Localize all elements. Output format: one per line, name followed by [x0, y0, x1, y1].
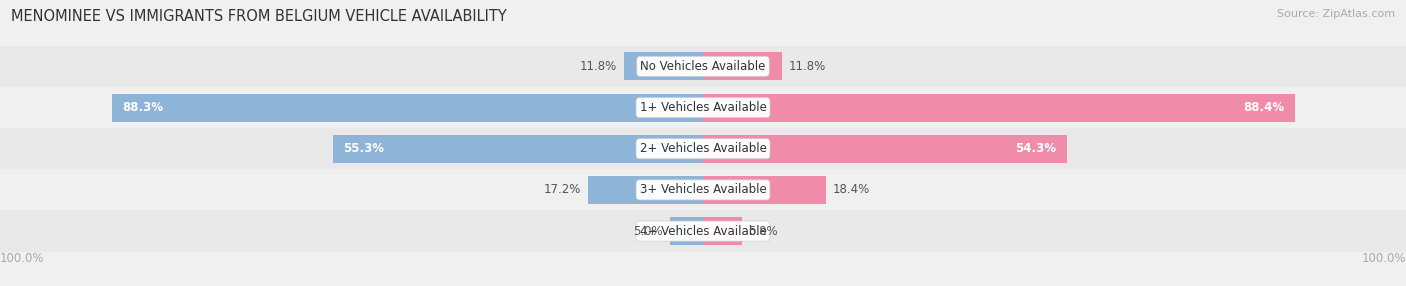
- Text: 55.3%: 55.3%: [343, 142, 384, 155]
- Bar: [703, 94, 1295, 122]
- Text: Source: ZipAtlas.com: Source: ZipAtlas.com: [1277, 9, 1395, 19]
- Bar: [112, 94, 703, 122]
- Bar: [333, 135, 703, 163]
- Text: 100.0%: 100.0%: [0, 252, 45, 265]
- Text: 88.4%: 88.4%: [1244, 101, 1285, 114]
- Text: 100.0%: 100.0%: [1361, 252, 1406, 265]
- Text: No Vehicles Available: No Vehicles Available: [640, 60, 766, 73]
- Text: 2+ Vehicles Available: 2+ Vehicles Available: [640, 142, 766, 155]
- Bar: [0, 128, 1406, 169]
- Text: 11.8%: 11.8%: [581, 60, 617, 73]
- Bar: [0, 210, 1406, 252]
- Bar: [703, 217, 742, 245]
- Bar: [588, 176, 703, 204]
- Text: 11.8%: 11.8%: [789, 60, 825, 73]
- Text: 17.2%: 17.2%: [544, 183, 581, 196]
- Bar: [703, 52, 782, 80]
- Text: 5.8%: 5.8%: [748, 225, 778, 238]
- Text: 1+ Vehicles Available: 1+ Vehicles Available: [640, 101, 766, 114]
- Text: MENOMINEE VS IMMIGRANTS FROM BELGIUM VEHICLE AVAILABILITY: MENOMINEE VS IMMIGRANTS FROM BELGIUM VEH…: [11, 9, 508, 23]
- Text: 5.0%: 5.0%: [633, 225, 662, 238]
- Bar: [669, 217, 703, 245]
- Text: 88.3%: 88.3%: [122, 101, 163, 114]
- Text: 54.3%: 54.3%: [1015, 142, 1056, 155]
- Bar: [703, 176, 827, 204]
- Bar: [624, 52, 703, 80]
- Bar: [0, 87, 1406, 128]
- Text: 4+ Vehicles Available: 4+ Vehicles Available: [640, 225, 766, 238]
- Bar: [703, 135, 1067, 163]
- Bar: [0, 169, 1406, 210]
- Text: 18.4%: 18.4%: [832, 183, 870, 196]
- Text: 3+ Vehicles Available: 3+ Vehicles Available: [640, 183, 766, 196]
- Bar: [0, 46, 1406, 87]
